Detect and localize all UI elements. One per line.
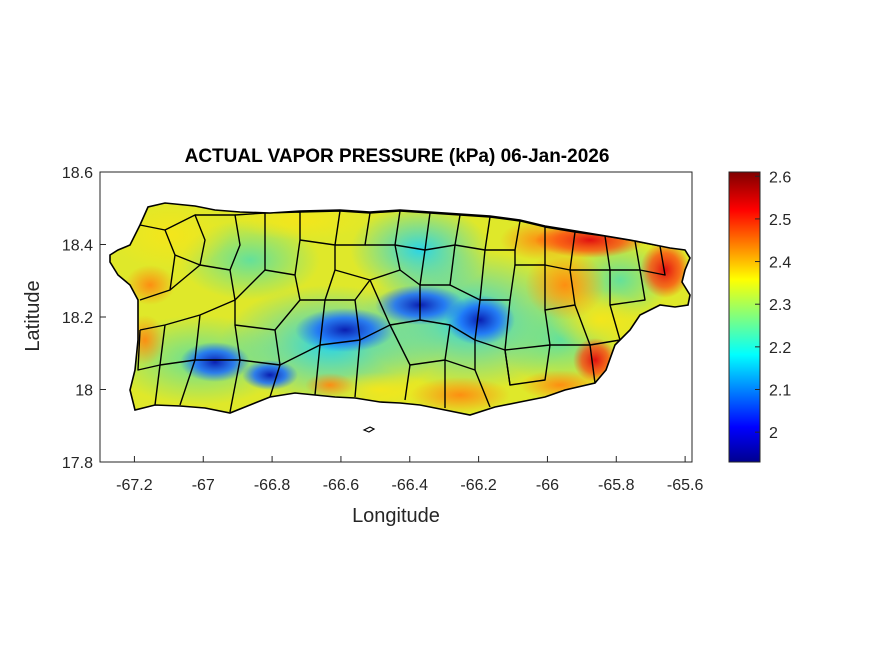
vapor-pressure-heatmap (110, 203, 690, 415)
y-tick-label: 18.2 (62, 310, 93, 327)
x-tick-label: -67.2 (116, 477, 153, 494)
x-tick-label: -66.6 (323, 477, 360, 494)
colorbar-tick-label: 2.5 (769, 212, 791, 229)
chart-title: ACTUAL VAPOR PRESSURE (kPa) 06-Jan-2026 (185, 146, 610, 167)
x-axis-label: Longitude (352, 505, 440, 527)
x-axis: -67.2 -67 -66.8 -66.6 -66.4 -66.2 -66 -65.8 -65.… (116, 456, 703, 494)
x-tick-label: -67 (192, 477, 215, 494)
island-outline (109, 202, 691, 416)
colorbar-tick-label: 2 (769, 425, 778, 442)
colorbar-tick-label: 2.3 (769, 297, 791, 314)
x-tick-label: -65.8 (598, 477, 635, 494)
x-tick-label: -65.6 (667, 477, 704, 494)
y-tick-label: 17.8 (62, 455, 93, 472)
colorbar-tick-label: 2.4 (769, 255, 791, 272)
colorbar (728, 171, 761, 463)
x-tick-label: -66 (536, 477, 559, 494)
y-axis: 18.6 18.4 18.2 18 17.8 (62, 165, 106, 472)
municipality-boundaries (137, 210, 666, 413)
y-axis-label: Latitude (22, 280, 44, 351)
colorbar-tick-label: 2.6 (769, 169, 791, 186)
colorbar-tick-label: 2.2 (769, 340, 791, 357)
y-tick-label: 18 (75, 383, 93, 400)
islet (362, 426, 376, 433)
y-tick-label: 18.4 (62, 238, 93, 255)
colorbar-ticks: 2.6 2.5 2.4 2.3 2.2 2.1 2 (755, 169, 791, 442)
x-tick-label: -66.8 (254, 477, 291, 494)
y-tick-label: 18.6 (62, 165, 93, 182)
x-tick-label: -66.4 (392, 477, 429, 494)
x-tick-label: -66.2 (460, 477, 497, 494)
colorbar-tick-label: 2.1 (769, 383, 791, 400)
